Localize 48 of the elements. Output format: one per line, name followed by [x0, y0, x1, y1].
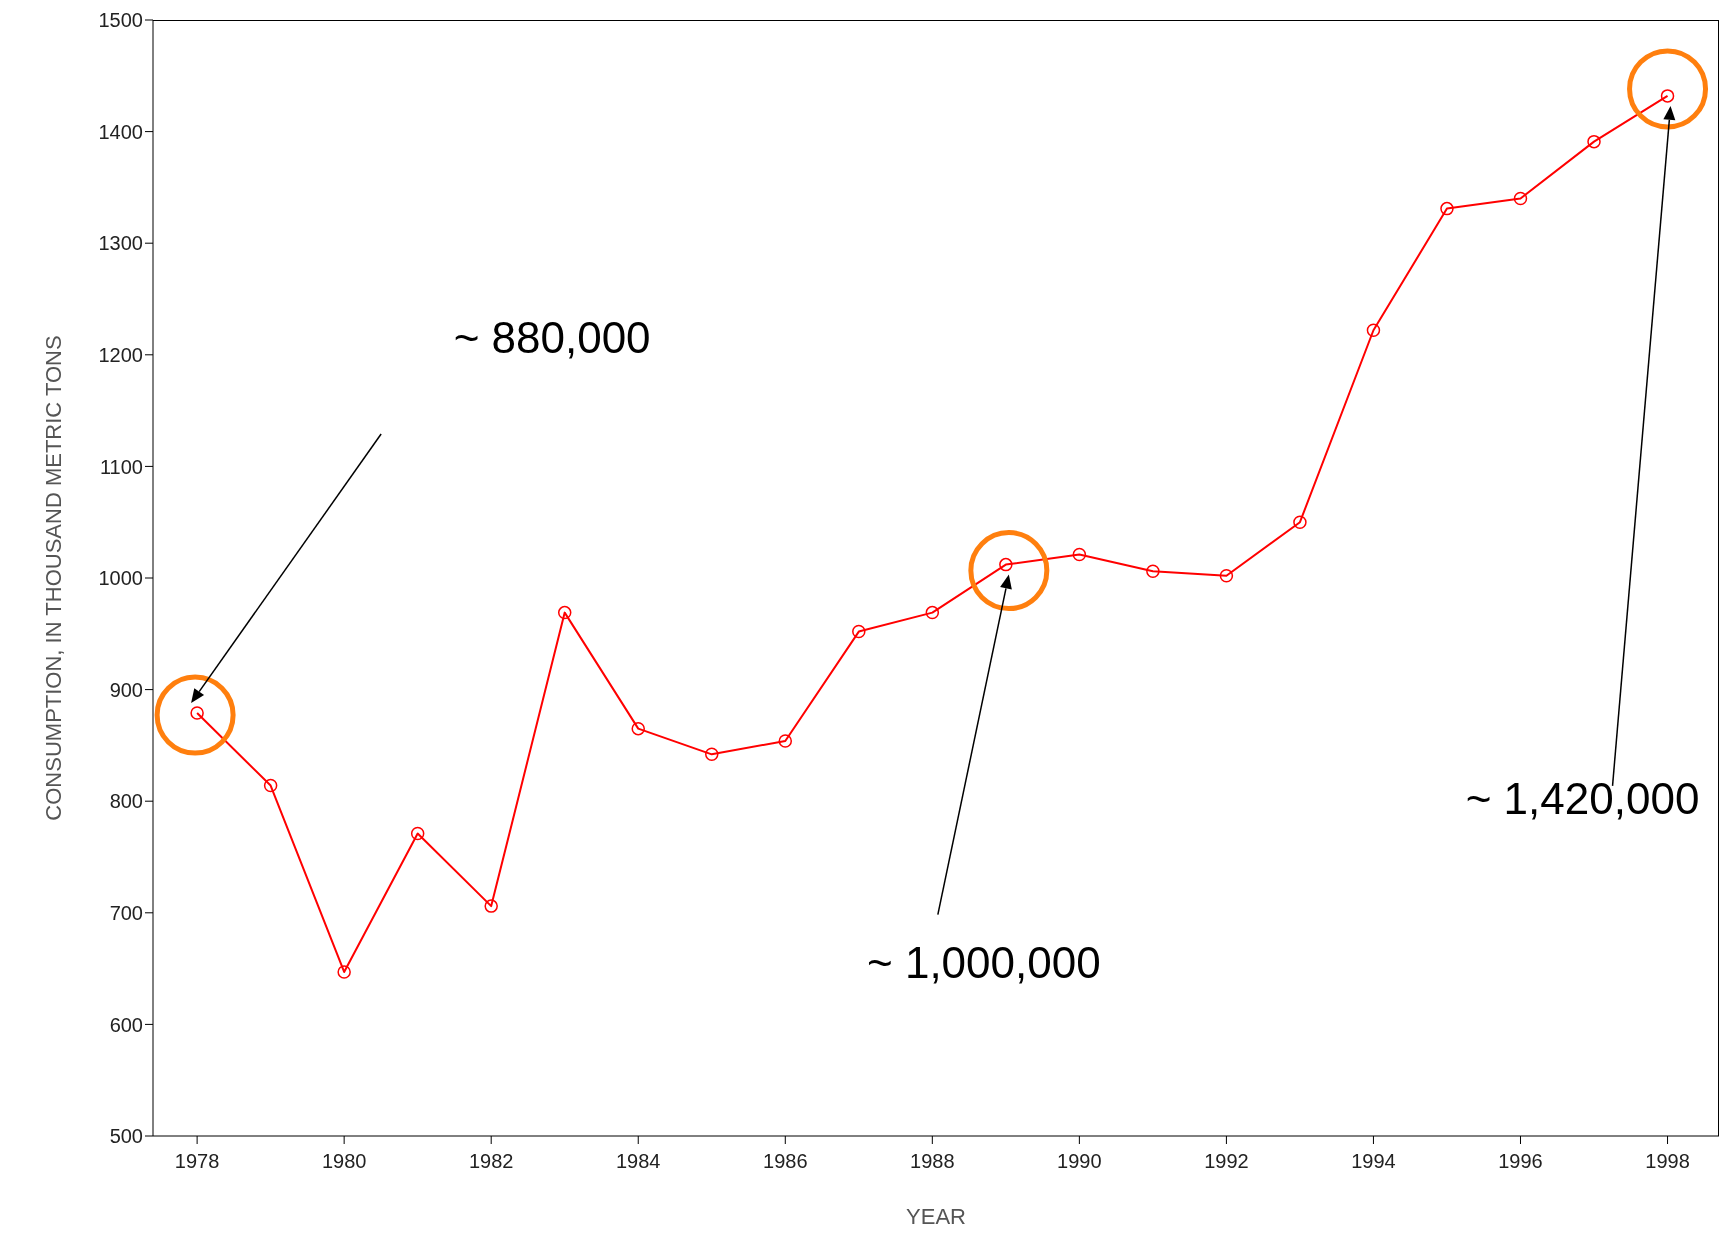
- x-tick-label: 1992: [1204, 1150, 1249, 1173]
- point: [557, 605, 572, 620]
- point: [1587, 134, 1601, 149]
- x-tick-label: 1980: [321, 1150, 367, 1173]
- x-tick-label: 1988: [910, 1150, 955, 1173]
- annotation: ~ 1,000,000: [867, 937, 1101, 987]
- point: [1440, 201, 1454, 216]
- x-tick-label: 1996: [1498, 1150, 1543, 1173]
- point: [263, 778, 278, 793]
- point: [925, 605, 940, 620]
- point: [1513, 191, 1528, 206]
- x-tick-label: 1994: [1351, 1150, 1396, 1173]
- x-axis-title: YEAR: [906, 1204, 966, 1229]
- x-tick-label: 1978: [174, 1150, 220, 1173]
- x-tick-label: 1998: [1645, 1150, 1690, 1173]
- y-tick-label: 1400: [98, 120, 143, 143]
- y-tick-label: 1500: [98, 9, 143, 32]
- y-tick-label: 1000: [98, 567, 143, 590]
- x-tick-label: 1984: [615, 1150, 661, 1173]
- y-tick-label: 600: [109, 1013, 143, 1036]
- y-tick-label: 1300: [98, 232, 143, 255]
- x-tick-label: 1986: [763, 1150, 808, 1173]
- y-tick-label: 900: [109, 678, 143, 701]
- point: [1072, 547, 1087, 562]
- y-tick-label: 1100: [99, 455, 143, 478]
- point: [631, 721, 645, 736]
- point: [852, 624, 866, 639]
- point: [1660, 89, 1675, 103]
- annotation: ~ 880,000: [453, 313, 651, 363]
- annotation: ~ 1,420,000: [1465, 773, 1700, 823]
- y-axis-title: CONSUMPTION, IN THOUSAND METRIC TONS: [40, 335, 66, 821]
- y-tick-label: 1200: [98, 343, 143, 366]
- point: [484, 899, 498, 913]
- point: [705, 747, 719, 762]
- point: [190, 706, 204, 720]
- x-tick-label: 1982: [468, 1150, 514, 1173]
- y-tick-label: 800: [109, 790, 143, 813]
- point: [410, 826, 425, 841]
- point: [1146, 564, 1160, 579]
- point: [1293, 515, 1307, 529]
- point: [999, 557, 1013, 572]
- point: [1366, 323, 1381, 337]
- y-tick-label: 500: [109, 1125, 143, 1148]
- point: [778, 734, 793, 748]
- x-tick-label: 1990: [1057, 1150, 1102, 1173]
- point: [1219, 569, 1234, 583]
- point: [337, 965, 351, 979]
- y-tick-label: 700: [109, 901, 143, 924]
